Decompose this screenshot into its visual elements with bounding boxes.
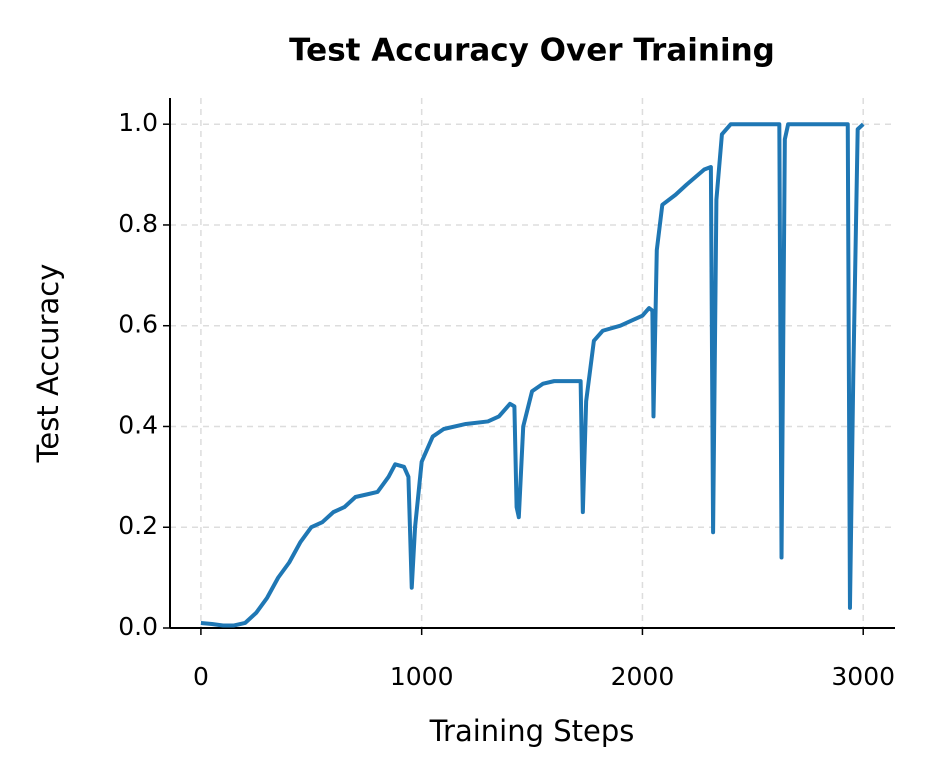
y-tick-label: 0.4 (118, 410, 158, 439)
y-tick-label: 1.0 (118, 108, 158, 137)
y-tick-label: 0.0 (118, 612, 158, 641)
x-axis-label: Training Steps (429, 714, 635, 748)
y-tick-label: 0.2 (118, 511, 158, 540)
x-tick-label: 3000 (831, 662, 895, 691)
y-tick-label: 0.8 (118, 209, 158, 238)
chart-title: Test Accuracy Over Training (289, 33, 775, 69)
data-line (200, 122, 865, 628)
x-tick-label: 2000 (611, 662, 675, 691)
y-axis-label: Test Accuracy (31, 264, 65, 464)
x-tick-label: 1000 (390, 662, 454, 691)
y-tick-label: 0.6 (118, 310, 158, 339)
x-tick-label: 0 (193, 662, 209, 691)
